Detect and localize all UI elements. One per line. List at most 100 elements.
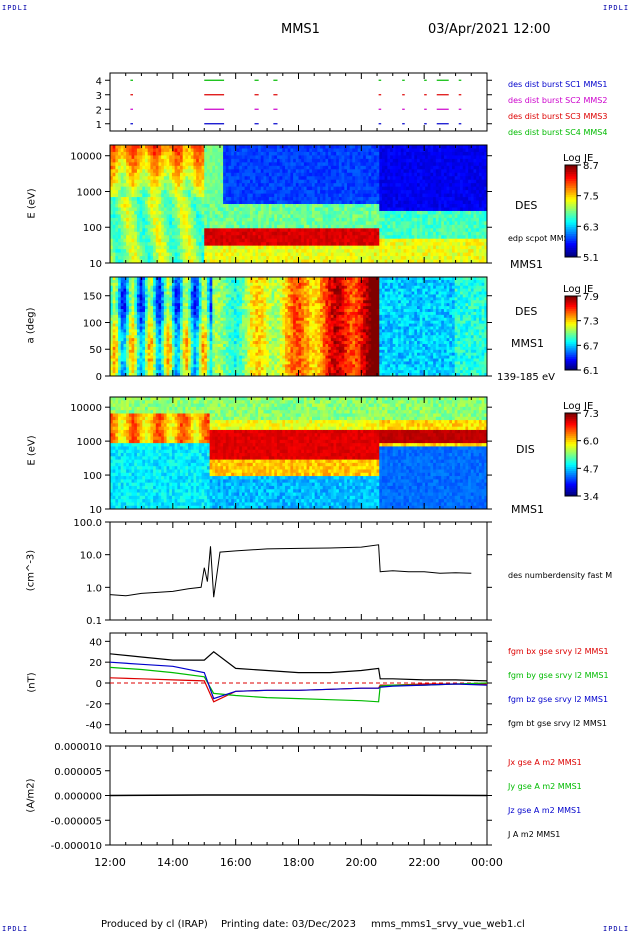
des-energy-pixel-cell — [295, 190, 299, 194]
des-energy-pixel-cell — [231, 190, 235, 194]
des-energy-pixel-cell — [373, 231, 377, 236]
des-energy-pixel-cell — [161, 155, 165, 160]
des-energy-pixel-cell — [271, 155, 275, 160]
des-energy-pixel-cell — [196, 183, 200, 188]
des-energy-pixel-cell — [250, 155, 254, 160]
des-energy-pixel-cell — [250, 207, 254, 212]
des-energy-pixel-cell — [166, 155, 170, 160]
des-energy-pixel-cell — [395, 155, 399, 160]
des-energy-pixel-cell — [177, 207, 181, 212]
des-energy-pixel-cell — [134, 200, 138, 205]
des-energy-pixel-cell — [422, 151, 426, 156]
des-energy-pixel-cell — [158, 200, 162, 205]
des-energy-pixel-cell — [131, 224, 135, 229]
des-energy-pixel-cell — [363, 221, 367, 226]
des-energy-pixel-cell — [422, 228, 426, 233]
des-pitch-pixel-cell — [110, 282, 114, 287]
des-energy-pixel-cell — [441, 207, 445, 212]
des-energy-pixel-cell — [395, 151, 399, 156]
des-energy-pixel-cell — [271, 221, 275, 226]
des-energy-pixel-cell — [258, 207, 262, 212]
des-energy-pixel-cell — [263, 204, 267, 208]
des-energy-pixel-cell — [110, 155, 114, 160]
des-energy-pixel-cell — [392, 197, 396, 201]
des-energy-pixel-cell — [276, 207, 281, 212]
des-energy-pixel-cell — [271, 151, 275, 156]
des-energy-pixel-cell — [419, 235, 423, 240]
des-energy-pixel-cell — [344, 176, 348, 181]
des-energy-pixel-cell — [150, 162, 154, 167]
des-energy-pixel-cell — [435, 190, 439, 194]
des-energy-pixel-cell — [484, 259, 488, 264]
des-energy-colorbar-cell — [565, 234, 577, 237]
des-energy-pixel-cell — [333, 238, 337, 243]
des-energy-pixel-cell — [258, 210, 262, 215]
des-energy-pixel-cell — [365, 207, 369, 212]
des-energy-pixel-cell — [457, 158, 461, 163]
des-energy-pixel-cell — [279, 151, 283, 156]
des-energy-pixel-cell — [236, 165, 240, 170]
des-energy-pixel-cell — [441, 228, 445, 233]
des-energy-pixel-cell — [279, 169, 283, 174]
des-energy-pixel-cell — [309, 151, 313, 156]
des-energy-pixel-cell — [247, 158, 251, 163]
des-energy-pixel-cell — [274, 231, 278, 236]
des-energy-pixel-cell — [422, 155, 426, 160]
des-energy-pixel-cell — [196, 186, 200, 191]
des-energy-pixel-cell — [328, 193, 332, 198]
des-energy-pixel-cell — [430, 242, 434, 247]
des-energy-pixel-cell — [438, 190, 442, 194]
des-energy-pixel-cell — [274, 179, 278, 184]
des-energy-pixel-cell — [163, 151, 167, 156]
des-energy-pixel-cell — [403, 249, 407, 253]
des-energy-pixel-cell — [408, 162, 412, 167]
des-energy-pixel-cell — [180, 221, 184, 226]
des-energy-pixel-cell — [360, 217, 364, 222]
des-energy-pixel-cell — [419, 179, 423, 184]
des-energy-pixel-cell — [451, 151, 456, 156]
des-energy-pixel-cell — [387, 197, 391, 201]
des-energy-pixel-cell — [209, 183, 213, 188]
des-energy-pixel-cell — [400, 162, 404, 167]
des-energy-pixel-cell — [457, 193, 461, 198]
des-energy-pixel-cell — [182, 179, 186, 184]
des-energy-pixel-cell — [190, 249, 194, 253]
des-energy-pixel-cell — [470, 214, 474, 219]
des-energy-pixel-cell — [268, 210, 272, 215]
des-energy-pixel-cell — [390, 151, 394, 156]
des-energy-pixel-cell — [309, 228, 313, 233]
des-energy-pixel-cell — [317, 169, 321, 174]
des-energy-pixel-cell — [478, 165, 483, 170]
des-energy-pixel-cell — [406, 162, 410, 167]
des-energy-pixel-cell — [115, 176, 119, 181]
des-energy-pixel-cell — [392, 204, 396, 208]
des-energy-pixel-cell — [484, 148, 488, 153]
des-energy-pixel-cell — [250, 169, 254, 174]
des-energy-pixel-cell — [338, 190, 342, 194]
des-energy-pixel-cell — [352, 145, 356, 149]
des-energy-pixel-cell — [333, 221, 337, 226]
des-energy-pixel-cell — [473, 256, 477, 260]
des-energy-pixel-cell — [451, 200, 456, 205]
des-energy-pixel-cell — [201, 204, 205, 208]
des-energy-pixel-cell — [309, 176, 313, 181]
des-energy-pixel-cell — [406, 145, 410, 149]
des-energy-pixel-cell — [147, 151, 151, 156]
des-energy-pixel-cell — [285, 169, 289, 174]
des-energy-pixel-cell — [252, 259, 256, 264]
des-energy-pixel-cell — [215, 162, 219, 167]
des-energy-pixel-cell — [387, 221, 391, 226]
des-energy-pixel-cell — [422, 210, 426, 215]
des-energy-pixel-cell — [212, 169, 216, 174]
des-energy-pixel-cell — [112, 235, 116, 240]
des-energy-pixel-cell — [153, 186, 157, 191]
des-energy-pixel-cell — [451, 228, 456, 233]
des-energy-pixel-cell — [206, 162, 211, 167]
des-energy-pixel-cell — [134, 214, 138, 219]
des-energy-pixel-cell — [373, 228, 377, 233]
des-energy-pixel-cell — [314, 245, 318, 250]
datetime-title: 03/Apr/2021 12:00 — [428, 22, 551, 37]
des-energy-pixel-cell — [355, 252, 359, 257]
des-energy-pixel-cell — [457, 252, 461, 257]
des-energy-pixel-cell — [478, 176, 483, 181]
